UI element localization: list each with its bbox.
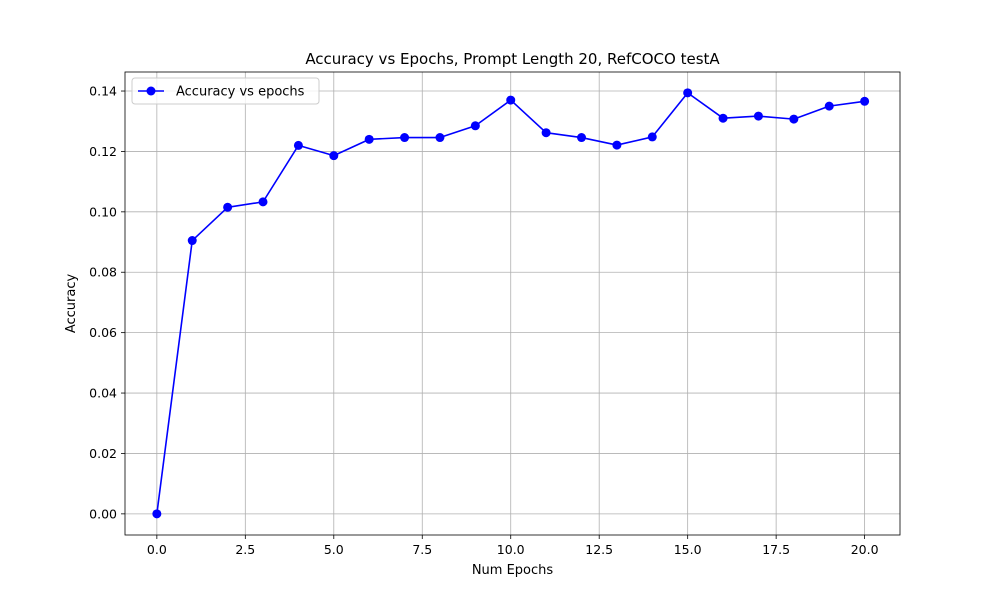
data-point: [824, 101, 834, 111]
data-point: [435, 133, 445, 143]
grid: [125, 72, 900, 535]
y-tick-label: 0.10: [89, 204, 117, 219]
y-tick-label: 0.02: [89, 446, 117, 461]
data-point: [329, 151, 339, 161]
data-point: [789, 114, 799, 124]
y-tick-label: 0.06: [89, 325, 117, 340]
legend-box: [131, 77, 320, 105]
data-point: [152, 509, 162, 519]
y-tick-label: 0.04: [89, 386, 117, 401]
data-point: [541, 128, 551, 138]
axes: 0.0 2.5 5.0 7.5 10.0 12.5 15.0 17.5 20.0 0.00 0.02…: [89, 71, 901, 557]
legend-label: Accuracy vs epochs: [176, 85, 305, 100]
x-tick-label: 0.0: [147, 542, 167, 557]
y-axis-label: Accuracy: [64, 274, 79, 334]
data-point: [400, 133, 410, 143]
y-tick-label: 0.14: [89, 84, 117, 99]
x-tick-label: 15.0: [674, 542, 702, 557]
data-point: [612, 140, 622, 150]
data-point: [470, 121, 480, 131]
data-point: [293, 140, 303, 150]
data-point: [258, 197, 268, 207]
x-tick-label: 12.5: [585, 542, 613, 557]
plot-frame: [124, 71, 901, 536]
x-tick-label: 10.0: [497, 542, 525, 557]
data-point: [364, 134, 374, 144]
data-point: [683, 88, 693, 98]
data-point: [753, 111, 763, 121]
chart-title: Accuracy vs Epochs, Prompt Length 20, Re…: [305, 50, 720, 68]
x-tick-label: 7.5: [412, 542, 432, 557]
y-tick-label: 0.08: [89, 265, 117, 280]
data-point: [860, 96, 870, 106]
data-point: [718, 113, 728, 123]
data-point: [187, 236, 197, 246]
series-layer: [152, 88, 870, 519]
x-tick-label: 17.5: [762, 542, 790, 557]
data-point: [506, 95, 516, 105]
y-tick-label: 0.00: [89, 506, 117, 521]
data-point: [577, 133, 587, 143]
legend-marker-sample: [146, 86, 156, 96]
legend: Accuracy vs epochs: [131, 77, 320, 105]
x-tick-label: 2.5: [235, 542, 255, 557]
data-point: [223, 202, 233, 212]
data-point: [647, 132, 657, 142]
x-tick-label: 20.0: [851, 542, 879, 557]
x-tick-label: 5.0: [324, 542, 344, 557]
y-tick-label: 0.12: [89, 144, 117, 159]
x-axis-label: Num Epochs: [472, 563, 554, 578]
